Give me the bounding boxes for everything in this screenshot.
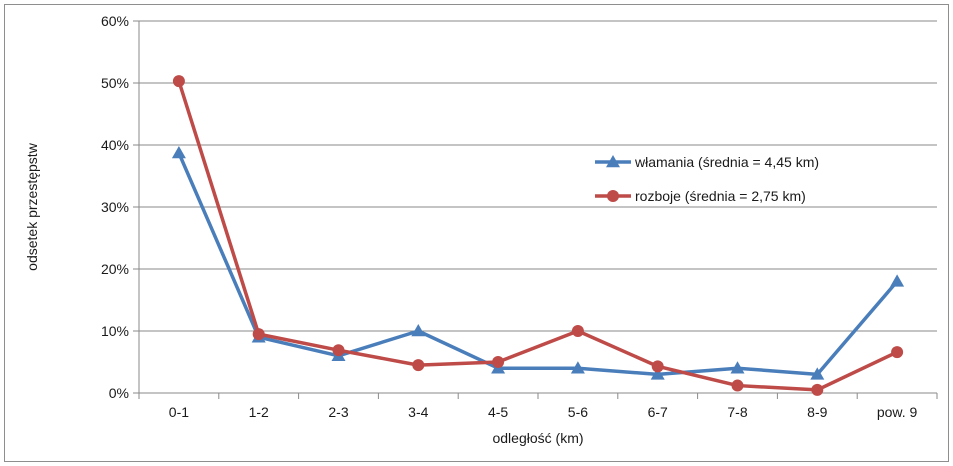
data-point xyxy=(810,367,825,380)
series-group xyxy=(171,75,905,396)
x-tick-label: 6-7 xyxy=(648,404,668,420)
y-tick-label: 40% xyxy=(101,137,129,153)
x-tick-label: pow. 9 xyxy=(877,404,918,420)
legend: włamania (średnia = 4,45 km) rozboje (śre… xyxy=(595,154,819,204)
line-chart: 0% 10% 20% 30% 40% 50% 60% 0-1 1-2 2-3 3-4 4-5 5-6 6… xyxy=(24,13,938,446)
data-point xyxy=(731,379,744,392)
data-point xyxy=(650,367,665,380)
y-tick-label: 60% xyxy=(101,13,129,29)
data-point xyxy=(571,325,584,337)
legend-entry: włamania (średnia = 4,45 km) xyxy=(595,154,819,170)
data-point xyxy=(730,361,745,374)
data-point xyxy=(607,190,619,202)
data-point xyxy=(172,75,185,88)
y-tick-label: 50% xyxy=(101,75,129,91)
legend-label: włamania (średnia = 4,45 km) xyxy=(634,154,819,170)
data-point xyxy=(811,383,824,396)
x-tick-label: 5-6 xyxy=(568,404,588,420)
chart-frame: 0% 10% 20% 30% 40% 50% 60% 0-1 1-2 2-3 3-4 4-5 5-6 6… xyxy=(4,4,949,462)
series-1 xyxy=(172,75,904,396)
x-tick-label: 8-9 xyxy=(807,404,827,420)
y-tick-labels: 0% 10% 20% 30% 40% 50% 60% xyxy=(101,13,129,401)
legend-label: rozboje (średnia = 2,75 km) xyxy=(635,188,806,204)
y-tick-label: 30% xyxy=(101,199,129,215)
x-tick-label: 0-1 xyxy=(169,404,189,420)
x-axis-label: odległość (km) xyxy=(492,430,583,446)
y-tick-label: 10% xyxy=(101,323,129,339)
data-point xyxy=(332,344,345,357)
gridlines xyxy=(133,20,938,399)
x-tick-labels: 0-1 1-2 2-3 3-4 4-5 5-6 6-7 7-8 8-9 pow. 9 xyxy=(169,404,918,420)
data-point xyxy=(171,146,186,159)
data-point xyxy=(411,324,426,337)
data-point xyxy=(606,155,620,168)
legend-entry: rozboje (średnia = 2,75 km) xyxy=(595,188,806,204)
series-line xyxy=(177,80,898,392)
y-tick-label: 0% xyxy=(109,385,129,401)
data-point xyxy=(890,274,905,287)
data-point xyxy=(252,328,265,341)
data-point xyxy=(570,361,585,374)
x-tick-label: 7-8 xyxy=(727,404,747,420)
x-tick-label: 1-2 xyxy=(249,404,269,420)
y-axis-label: odsetek przestępstw xyxy=(24,142,40,271)
y-tick-label: 20% xyxy=(101,261,129,277)
x-tick-label: 3-4 xyxy=(408,404,428,420)
series-0 xyxy=(171,146,905,380)
data-point xyxy=(492,356,505,368)
x-tick-label: 4-5 xyxy=(488,404,508,420)
x-tick-label: 2-3 xyxy=(328,404,348,420)
data-point xyxy=(891,346,904,359)
data-point xyxy=(651,360,664,373)
data-point xyxy=(412,359,425,372)
series-line xyxy=(177,152,899,377)
